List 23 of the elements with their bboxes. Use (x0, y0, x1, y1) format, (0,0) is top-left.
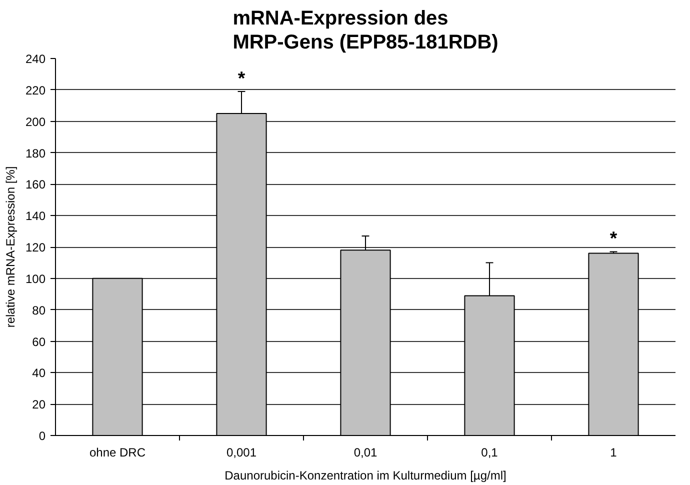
x-axis-title: Daunorubicin-Konzentration im Kulturmedium [µg/ml] (224, 468, 506, 482)
y-axis-title: relative mRNA-Expression [%] (3, 166, 18, 328)
x-tick-label: ohne DRC (89, 446, 146, 460)
y-tick-label: 60 (32, 334, 46, 349)
y-tick-label: 0 (38, 429, 46, 443)
y-tick-label: 140 (25, 209, 46, 224)
y-tick-label: 100 (25, 272, 46, 286)
annotation: * (238, 67, 246, 88)
y-tick-label: 240 (25, 52, 46, 66)
y-tick-label: 200 (25, 114, 46, 129)
x-tick-label: 0,01 (354, 446, 378, 460)
y-tick-label: 40 (32, 366, 46, 380)
x-tick-label: 1 (610, 446, 618, 460)
y-tick-label: 80 (32, 303, 46, 318)
annotation: * (610, 228, 618, 249)
x-tick-label: 0,001 (226, 446, 257, 460)
y-tick-label: 120 (25, 240, 46, 254)
x-tick-label: 0,1 (481, 446, 498, 460)
y-tick-label: 20 (32, 398, 46, 412)
y-tick-label: 160 (25, 178, 46, 192)
y-tick-label: 220 (25, 83, 46, 98)
y-tick-label: 180 (25, 146, 46, 160)
chart-title: mRNA-Expression des MRP-Gens (EPP85-181RDB) (232, 7, 498, 54)
